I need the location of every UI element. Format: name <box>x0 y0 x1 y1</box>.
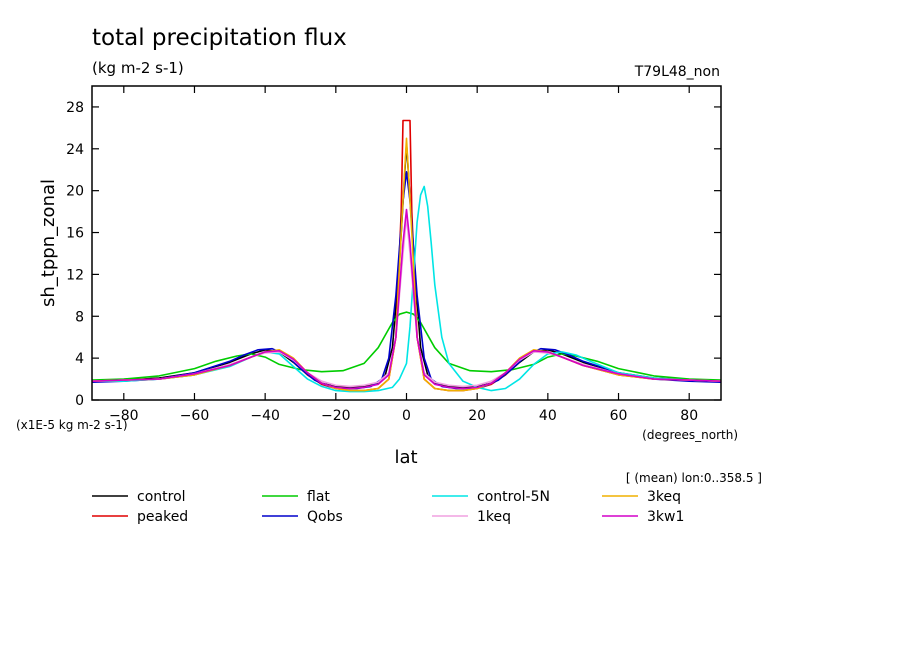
legend-item: Qobs <box>262 509 343 525</box>
x-tick-label: 40 <box>539 408 557 424</box>
x-axis: −80 −60 −40 −20 0 20 40 60 80 <box>109 86 698 424</box>
x-tick-label: −80 <box>109 408 139 424</box>
legend-item: control <box>92 489 186 505</box>
series-line-flat <box>91 311 722 381</box>
y-tick-label: 12 <box>66 267 84 283</box>
plot-frame <box>91 85 722 401</box>
legend-label: flat <box>307 489 330 505</box>
series-line-control <box>91 142 722 389</box>
legend-label: peaked <box>137 509 188 525</box>
chart-units: (kg m-2 s-1) <box>92 59 184 77</box>
legend-label: 3keq <box>647 489 681 505</box>
y-tick-label: 16 <box>66 226 84 242</box>
legend-item: 3keq <box>602 489 681 505</box>
y-tick-label: 0 <box>75 393 84 409</box>
legend: control peaked flat Qobs control-5N 1keq 3keq 3… <box>92 489 684 525</box>
series-layer <box>91 119 722 393</box>
x-tick-label: 80 <box>680 408 698 424</box>
x-tick-label: −40 <box>250 408 280 424</box>
y-tick-label: 4 <box>75 351 84 367</box>
x-tick-label: −60 <box>180 408 210 424</box>
y-tick-label: 20 <box>66 184 84 200</box>
legend-label: control-5N <box>477 489 550 505</box>
legend-item: 1keq <box>432 509 511 525</box>
scale-note: (x1E-5 kg m-2 s-1) <box>16 418 128 432</box>
legend-item: 3kw1 <box>602 509 684 525</box>
y-axis-label: sh_tppn_zonal <box>38 179 59 307</box>
legend-label: 3kw1 <box>647 509 684 525</box>
series-line-Qobs <box>91 171 722 390</box>
legend-label: 1keq <box>477 509 511 525</box>
x-axis-label: lat <box>394 447 417 468</box>
x-tick-label: 20 <box>468 408 486 424</box>
legend-item: control-5N <box>432 489 550 505</box>
y-tick-label: 8 <box>75 309 84 325</box>
experiment-label: T79L48_non <box>634 64 720 80</box>
mean-note: [ (mean) lon:0..358.5 ] <box>626 471 762 485</box>
x-tick-label: −20 <box>321 408 351 424</box>
series-line-peaked <box>91 119 722 392</box>
legend-label: Qobs <box>307 509 343 525</box>
x-unit-note: (degrees_north) <box>642 428 738 442</box>
legend-item: flat <box>262 489 330 505</box>
legend-item: peaked <box>92 509 188 525</box>
y-tick-label: 24 <box>66 142 84 158</box>
y-tick-label: 28 <box>66 100 84 116</box>
series-line-3kw1 <box>91 208 722 390</box>
legend-label: control <box>137 489 186 505</box>
chart-title: total precipitation flux <box>92 25 347 51</box>
x-tick-label: 60 <box>610 408 628 424</box>
x-tick-label: 0 <box>402 408 411 424</box>
y-axis: 0 4 8 12 16 20 24 28 <box>66 100 721 409</box>
